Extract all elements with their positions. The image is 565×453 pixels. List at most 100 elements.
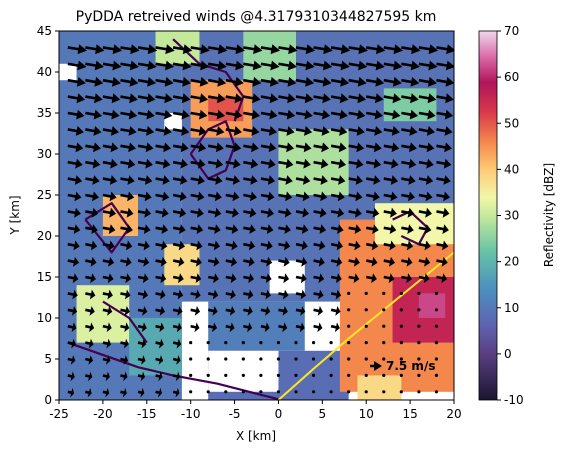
x-tick-label: 0 bbox=[275, 407, 283, 421]
wind-vector bbox=[330, 93, 349, 104]
wind-vector bbox=[329, 390, 333, 394]
wind-vector bbox=[102, 175, 118, 185]
wind-vector bbox=[225, 109, 243, 120]
wind-vector bbox=[102, 44, 123, 55]
wind-vector bbox=[224, 390, 228, 394]
wind-vector bbox=[225, 44, 245, 55]
y-tick-label: 15 bbox=[37, 270, 52, 284]
wind-vector bbox=[172, 93, 191, 104]
wind-vector bbox=[137, 109, 155, 120]
y-tick-label: 20 bbox=[37, 229, 52, 243]
wind-vector bbox=[313, 306, 323, 316]
wind-vector bbox=[137, 371, 145, 382]
wind-vector bbox=[436, 93, 454, 104]
wind-vector bbox=[434, 291, 439, 295]
wind-vector bbox=[85, 158, 101, 169]
wind-vector bbox=[243, 224, 256, 234]
wind-vector bbox=[436, 44, 454, 55]
wind-vector bbox=[137, 142, 154, 153]
contour-line bbox=[189, 120, 236, 180]
wind-vector bbox=[190, 289, 201, 300]
wind-vector bbox=[102, 224, 116, 234]
wind-vector bbox=[418, 93, 437, 104]
wind-vector bbox=[208, 224, 221, 234]
wind-vector bbox=[383, 224, 397, 234]
wind-vector bbox=[401, 207, 415, 218]
wind-vector bbox=[243, 158, 259, 169]
wind-vector bbox=[120, 355, 129, 365]
wind-vector bbox=[172, 44, 193, 55]
wind-vector bbox=[243, 207, 257, 218]
wind-vector bbox=[225, 76, 244, 87]
wind-vector bbox=[155, 273, 167, 284]
wind-vector bbox=[67, 306, 78, 316]
x-tick-label: -15 bbox=[137, 407, 157, 421]
wind-vector bbox=[295, 93, 314, 104]
reflectivity-cell bbox=[375, 203, 454, 245]
wind-vector bbox=[295, 109, 313, 120]
wind-vector bbox=[259, 373, 263, 377]
wind-vector bbox=[172, 109, 190, 120]
wind-vector bbox=[295, 175, 311, 185]
wind-vector bbox=[85, 93, 103, 104]
wind-vector bbox=[313, 60, 333, 71]
wind-vector bbox=[137, 256, 150, 267]
wind-vector bbox=[278, 76, 297, 87]
wind-vector bbox=[383, 44, 403, 55]
wind-vector bbox=[190, 256, 202, 267]
wind-vector bbox=[330, 273, 342, 284]
wind-vector bbox=[278, 224, 291, 234]
wind-vector bbox=[366, 158, 382, 169]
wind-vector bbox=[399, 324, 403, 328]
y-tick-label: 40 bbox=[37, 65, 52, 79]
wind-vector bbox=[366, 240, 379, 251]
wind-vector bbox=[190, 306, 201, 316]
wind-vector bbox=[85, 76, 104, 87]
wind-vector bbox=[418, 158, 434, 169]
wind-vector bbox=[243, 142, 259, 153]
wind-vector bbox=[260, 240, 273, 251]
wind-vector bbox=[348, 175, 363, 185]
wind-vector bbox=[243, 60, 262, 71]
wind-vector bbox=[67, 158, 83, 169]
wind-vector bbox=[364, 373, 368, 377]
wind-vector bbox=[330, 207, 345, 218]
wind-vector bbox=[241, 373, 245, 377]
wind-vector bbox=[67, 175, 83, 185]
wind-vector bbox=[102, 158, 118, 169]
wind-vector bbox=[102, 60, 122, 71]
colorbar-tick-label: 60 bbox=[504, 70, 519, 84]
wind-vector bbox=[348, 207, 362, 218]
wind-vector bbox=[243, 44, 263, 55]
wind-vector bbox=[418, 273, 430, 284]
wind-vector bbox=[208, 207, 222, 218]
wind-vector bbox=[120, 60, 139, 71]
colorbar-tick-label: 70 bbox=[504, 24, 519, 38]
wind-vector bbox=[137, 175, 153, 185]
wind-vector bbox=[366, 126, 383, 136]
wind-vector bbox=[313, 76, 332, 87]
wind-vector bbox=[383, 273, 395, 284]
wind-vector bbox=[190, 93, 208, 104]
wind-vector bbox=[102, 126, 119, 136]
wind-vector bbox=[401, 224, 414, 234]
wind-vector bbox=[364, 390, 368, 394]
wind-vector bbox=[67, 76, 86, 87]
wind-vector bbox=[295, 60, 315, 71]
wind-vector bbox=[102, 240, 115, 251]
wind-vector bbox=[417, 324, 421, 328]
wind-vector bbox=[207, 322, 218, 333]
wind-vector bbox=[295, 240, 308, 251]
quiver-key-arrow bbox=[370, 361, 382, 371]
wind-vector bbox=[137, 322, 147, 333]
reflectivity-cell bbox=[243, 31, 296, 81]
wind-vector bbox=[208, 126, 225, 136]
wind-vector bbox=[383, 76, 402, 87]
wind-vector bbox=[436, 175, 451, 185]
wind-vector bbox=[120, 240, 133, 251]
wind-vector bbox=[348, 76, 367, 87]
wind-vector bbox=[434, 373, 439, 377]
wind-vector bbox=[208, 175, 223, 185]
wind-vector bbox=[313, 240, 326, 251]
